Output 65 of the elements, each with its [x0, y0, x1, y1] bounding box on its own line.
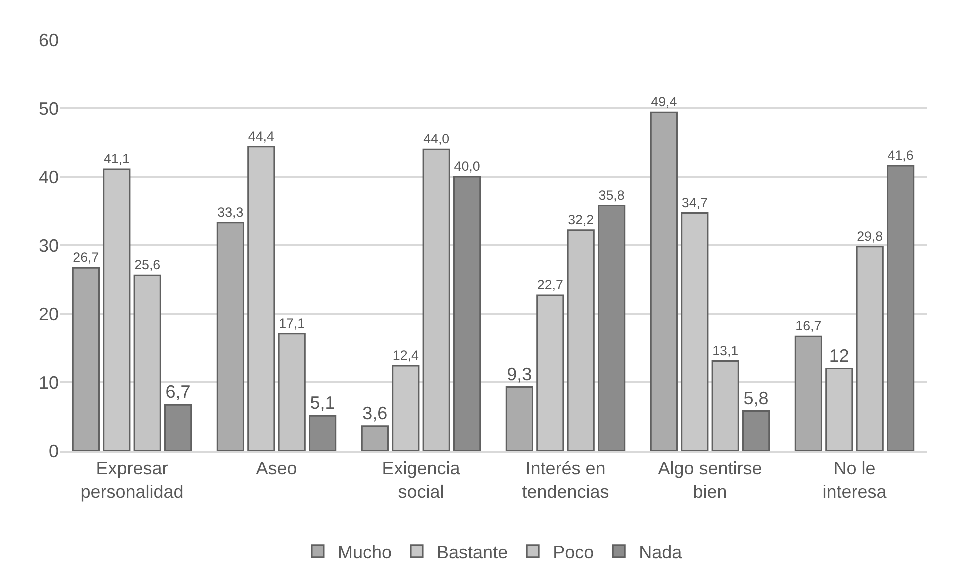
bar — [134, 274, 162, 451]
data-label: 5,8 — [744, 388, 769, 408]
bar — [650, 112, 678, 451]
x-tick-label: Algo sentirse bien — [658, 458, 762, 502]
bar — [454, 176, 482, 451]
x-tick-label: Interés en tendencias — [522, 458, 610, 502]
data-label: 49,4 — [651, 94, 678, 110]
y-tick-label: 10 — [38, 372, 59, 393]
legend-label: Mucho — [338, 542, 392, 562]
data-label: 25,6 — [134, 258, 161, 273]
bar — [742, 410, 770, 451]
bar — [278, 333, 306, 451]
data-label: 44,4 — [248, 128, 275, 144]
bar — [794, 336, 822, 451]
data-label: 16,7 — [796, 318, 822, 334]
bar — [164, 404, 192, 451]
bar — [506, 386, 534, 451]
bar — [72, 267, 100, 451]
data-label: 44,0 — [424, 132, 450, 147]
data-label: 9,3 — [507, 364, 532, 384]
data-label: 22,7 — [537, 278, 564, 293]
data-label: 12 — [829, 346, 850, 366]
data-label: 40,0 — [454, 159, 480, 174]
bar — [248, 146, 276, 451]
y-tick-label: 0 — [48, 441, 59, 462]
data-label: 41,1 — [104, 151, 130, 166]
data-label: 12,4 — [392, 348, 420, 364]
bar — [392, 365, 420, 451]
data-label: 34,7 — [682, 195, 708, 210]
y-tick-label: 20 — [38, 304, 59, 324]
legend-label: Bastante — [437, 542, 508, 562]
bar — [361, 426, 389, 451]
data-label: 35,8 — [598, 188, 625, 203]
x-tick-label: Exigencia social — [382, 458, 462, 502]
bar — [826, 368, 854, 451]
data-label: 32,2 — [568, 212, 594, 228]
y-tick-label: 30 — [38, 236, 59, 256]
data-label: 33,3 — [218, 204, 244, 220]
legend-label: Nada — [639, 542, 684, 562]
data-label: 29,8 — [857, 228, 884, 244]
x-tick-label: Aseo — [256, 458, 298, 478]
data-label: 5,1 — [310, 393, 336, 414]
bar — [536, 294, 564, 451]
bar — [216, 222, 244, 451]
x-tick-label: No le interesa — [822, 458, 888, 502]
bar — [856, 246, 884, 451]
y-tick-label: 60 — [38, 30, 59, 50]
y-tick-label: 50 — [38, 98, 59, 119]
data-label: 17,1 — [279, 316, 306, 331]
bar — [103, 168, 131, 451]
bar — [681, 212, 709, 451]
bar — [598, 205, 626, 451]
data-label: 41,6 — [888, 148, 914, 164]
data-label: 6,7 — [166, 382, 191, 402]
bar — [712, 360, 740, 451]
bar — [887, 165, 915, 451]
data-label: 3,6 — [362, 403, 388, 424]
x-tick-label: Expresar personalidad — [80, 458, 184, 502]
bar — [567, 230, 595, 451]
legend-label: Poco — [553, 542, 594, 562]
bar — [309, 415, 337, 451]
y-tick-label: 40 — [38, 167, 59, 188]
data-label: 13,1 — [712, 343, 739, 358]
bar — [422, 148, 450, 451]
data-label: 26,7 — [73, 250, 100, 266]
